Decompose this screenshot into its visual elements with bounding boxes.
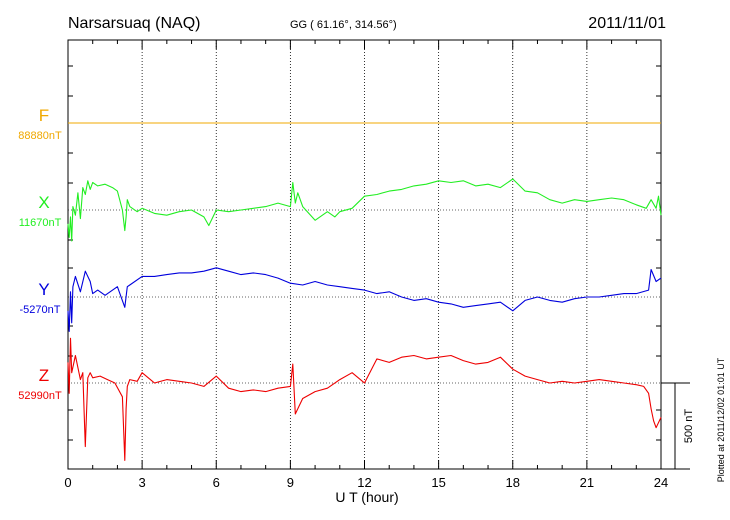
series-name-x: X — [38, 193, 49, 212]
series-baseline-label-x: 11670nT — [19, 217, 62, 229]
chart-title: Narsarsuaq (NAQ) — [68, 15, 200, 32]
x-tick-label: 18 — [506, 475, 520, 490]
series-labels: F 88880nT X 11670nT Y -5270nT Z 52990nT — [18, 106, 62, 402]
x-tick-label: 24 — [654, 475, 668, 490]
x-tick-label: 15 — [431, 475, 445, 490]
vertical-grid — [141, 40, 588, 469]
x-tick-label: 9 — [287, 475, 294, 490]
x-tick-label: 6 — [213, 475, 220, 490]
plot-frame — [67, 39, 662, 470]
series-line-x — [67, 178, 662, 242]
series-baseline-label-y: -5270nT — [20, 304, 61, 316]
plotted-note: Plotted at 2011/12/02 01:01 UT — [716, 357, 726, 482]
series-line-z — [67, 337, 662, 461]
scale-bar: 500 nT — [661, 382, 695, 470]
x-tick-label: 3 — [139, 475, 146, 490]
x-tick-label: 12 — [357, 475, 371, 490]
x-axis-label: U T (hour) — [335, 489, 398, 505]
x-tick-labels: 0 3 6 9 12 15 18 21 24 — [64, 475, 668, 490]
x-tick-label: 21 — [580, 475, 594, 490]
series-name-f: F — [39, 106, 49, 125]
chart-subtitle: GG ( 61.16°, 314.56°) — [290, 19, 397, 31]
series-baseline-label-z: 52990nT — [18, 390, 62, 402]
series-line-y — [67, 267, 662, 332]
series-lines — [67, 122, 662, 461]
scale-bar-label: 500 nT — [683, 409, 695, 444]
series-name-z: Z — [39, 366, 49, 385]
x-tick-label: 0 — [64, 475, 71, 490]
axis-ticks — [67, 39, 662, 470]
series-baseline-label-f: 88880nT — [18, 130, 62, 142]
series-name-y: Y — [38, 280, 49, 299]
chart-date: 2011/11/01 — [588, 15, 666, 32]
